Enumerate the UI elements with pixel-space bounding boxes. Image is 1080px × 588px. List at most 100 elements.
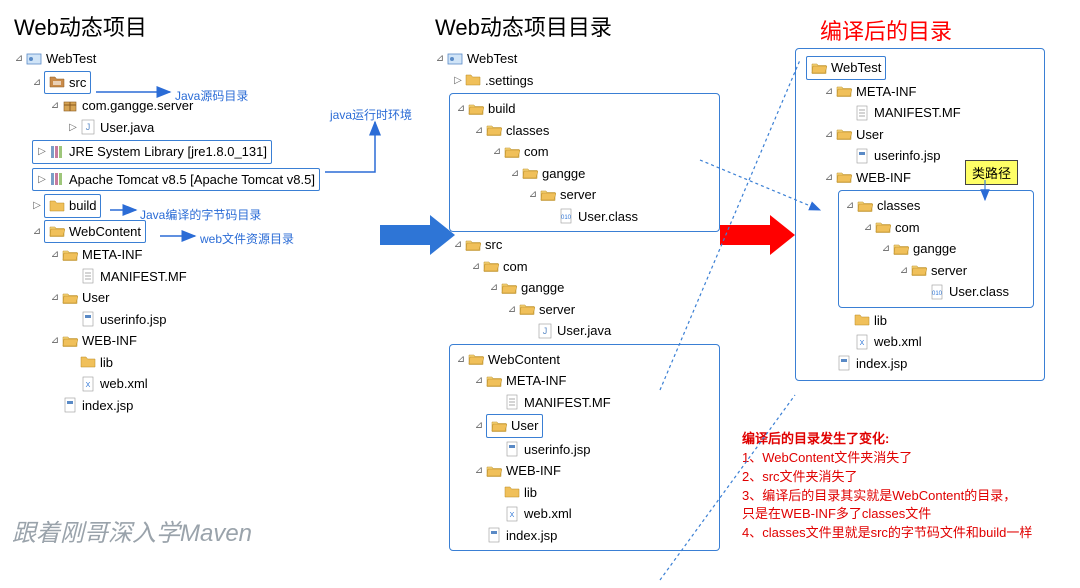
manifest-row[interactable]: MANIFEST.MF: [68, 266, 409, 288]
metainf-row[interactable]: ⊿META-INF: [824, 81, 1034, 103]
note-3: 3、编译后的目录其实就是WebContent的目录，: [742, 487, 1032, 506]
jsp-icon: [62, 397, 78, 413]
src-icon: [49, 74, 65, 90]
lib-row[interactable]: lib: [68, 352, 409, 374]
server-row[interactable]: ⊿server: [507, 299, 720, 321]
gangge-row[interactable]: ⊿gangge: [489, 277, 720, 299]
gangge-row[interactable]: ⊿gangge: [881, 238, 1027, 260]
label: User.java: [100, 118, 154, 138]
tree-root[interactable]: ⊿WebTest: [435, 48, 720, 70]
file-icon: [504, 394, 520, 410]
com-row[interactable]: ⊿com: [863, 217, 1027, 239]
tomcat-row[interactable]: ▷Apache Tomcat v8.5 [Apache Tomcat v8.5]: [32, 168, 320, 192]
jsp-icon: [80, 311, 96, 327]
java-icon: [80, 119, 96, 135]
webxml-row[interactable]: web.xml: [68, 373, 409, 395]
indexjsp-row[interactable]: index.jsp: [50, 395, 409, 417]
folder-open-icon: [519, 301, 535, 317]
folder-open-icon: [875, 219, 891, 235]
jsp-icon: [486, 527, 502, 543]
build-row[interactable]: ⊿build: [456, 98, 713, 120]
right-title: 编译后的目录: [820, 14, 952, 46]
file-icon: [80, 268, 96, 284]
manifest-row[interactable]: MANIFEST.MF: [842, 102, 1034, 124]
lib-row[interactable]: lib: [492, 482, 713, 504]
indexjsp-row[interactable]: index.jsp: [824, 353, 1034, 375]
webcontent-row[interactable]: ⊿WebContent: [456, 349, 713, 371]
folder-open-icon: [911, 262, 927, 278]
class-icon: [929, 284, 945, 300]
lib-icon: [49, 144, 65, 160]
user-row[interactable]: ⊿User: [824, 124, 1034, 146]
user-row[interactable]: ⊿User: [474, 413, 713, 439]
tree-root[interactable]: WebTest: [806, 55, 1034, 81]
manifest-row[interactable]: MANIFEST.MF: [492, 392, 713, 414]
folder-open-icon: [857, 198, 873, 214]
tree-root[interactable]: ⊿WebTest: [14, 48, 409, 70]
settings-row[interactable]: ▷.settings: [453, 70, 720, 92]
pkg-icon: [62, 98, 78, 114]
folder-open-icon: [486, 373, 502, 389]
folder-open-icon: [468, 101, 484, 117]
jsp-icon: [854, 148, 870, 164]
center-title: Web动态项目目录: [435, 10, 720, 42]
anno-runtime: java运行时环境: [330, 106, 412, 123]
folder-open-icon: [468, 351, 484, 367]
xml-icon: [80, 376, 96, 392]
label: build: [69, 196, 96, 216]
label: WebTest: [46, 49, 96, 69]
notes-title: 编译后的目录发生了变化:: [742, 430, 1032, 449]
note-4: 4、classes文件里就是src的字节码文件和build一样: [742, 524, 1032, 543]
xml-icon: [504, 506, 520, 522]
folder-open-icon: [836, 83, 852, 99]
userinfo-row[interactable]: userinfo.jsp: [68, 309, 409, 331]
server-row[interactable]: ⊿server: [899, 260, 1027, 282]
userclass-row[interactable]: User.class: [917, 281, 1027, 303]
metainf-row[interactable]: ⊿META-INF: [50, 244, 409, 266]
server-row[interactable]: ⊿server: [528, 184, 713, 206]
classes-row[interactable]: ⊿classes: [474, 120, 713, 142]
folder-icon: [504, 484, 520, 500]
src-row[interactable]: ⊿src: [453, 234, 720, 256]
jre-row[interactable]: ▷JRE System Library [jre1.8.0_131]: [32, 140, 272, 164]
label: Apache Tomcat v8.5 [Apache Tomcat v8.5]: [69, 170, 315, 190]
file-icon: [854, 105, 870, 121]
xml-icon: [854, 334, 870, 350]
folder-open-icon: [893, 241, 909, 257]
right-panel: WebTest ⊿META-INF MANIFEST.MF ⊿User user…: [795, 48, 1045, 381]
classes-row[interactable]: ⊿classes: [845, 195, 1027, 217]
com-row[interactable]: ⊿com: [471, 256, 720, 278]
webxml-row[interactable]: web.xml: [842, 331, 1034, 353]
folder-open-icon: [836, 169, 852, 185]
classpath-label: 类路径: [965, 160, 1018, 185]
folder-open-icon: [491, 418, 507, 434]
folder-open-icon: [504, 144, 520, 160]
folder-icon: [854, 312, 870, 328]
anno-webcontent: web文件资源目录: [200, 230, 294, 247]
user-row[interactable]: ⊿User: [50, 287, 409, 309]
webinf-row[interactable]: ⊿WEB-INF: [50, 330, 409, 352]
anno-build: Java编译的字节码目录: [140, 206, 261, 223]
label: JRE System Library [jre1.8.0_131]: [69, 142, 267, 162]
metainf-row[interactable]: ⊿META-INF: [474, 370, 713, 392]
indexjsp-row[interactable]: index.jsp: [474, 525, 713, 547]
lib-row[interactable]: lib: [842, 310, 1034, 332]
userjava-row[interactable]: User.java: [525, 320, 720, 342]
folder-open-icon: [465, 237, 481, 253]
folder-open-icon: [62, 247, 78, 263]
folder-open-icon: [501, 280, 517, 296]
label: WebContent: [69, 222, 141, 242]
folder-open-icon: [540, 187, 556, 203]
webxml-row[interactable]: web.xml: [492, 503, 713, 525]
center-panel: Web动态项目目录 ⊿WebTest ▷.settings ⊿build ⊿cl…: [435, 10, 720, 551]
userclass-row[interactable]: User.class: [546, 206, 713, 228]
gangge-row[interactable]: ⊿gangge: [510, 163, 713, 185]
com-row[interactable]: ⊿com: [492, 141, 713, 163]
note-3b: 只是在WEB-INF多了classes文件: [742, 505, 1032, 524]
folder-open-icon: [483, 258, 499, 274]
folder-open-icon: [62, 333, 78, 349]
userinfo-row[interactable]: userinfo.jsp: [492, 439, 713, 461]
label: src: [69, 73, 86, 93]
anno-src: Java源码目录: [175, 87, 248, 104]
webinf-row[interactable]: ⊿WEB-INF: [474, 460, 713, 482]
